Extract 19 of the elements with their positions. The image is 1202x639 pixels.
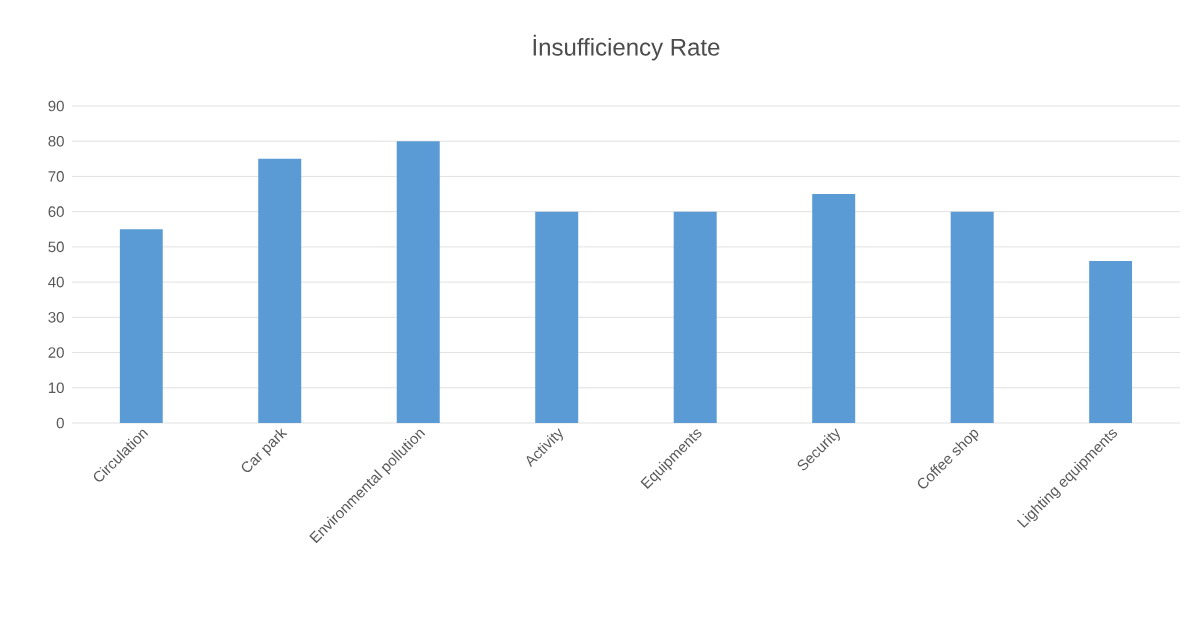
bar	[673, 211, 717, 423]
bar	[1089, 260, 1133, 423]
y-tick-label: 90	[48, 100, 64, 112]
bar	[119, 229, 163, 423]
bar	[812, 194, 856, 423]
y-tick-label: 0	[56, 417, 64, 429]
y-tick-label: 10	[48, 382, 64, 394]
y-tick-label: 80	[48, 135, 64, 147]
y-tick-label: 30	[48, 312, 64, 323]
chart-title: İnsufficiency Rate	[533, 34, 720, 61]
y-tick-label: 20	[48, 347, 64, 358]
bar	[950, 211, 994, 423]
y-tick-label: 40	[48, 276, 64, 288]
bar	[535, 211, 579, 423]
bar	[396, 141, 440, 423]
bar	[258, 158, 302, 423]
y-tick-label: 70	[48, 171, 64, 182]
y-tick-label: 50	[48, 241, 64, 253]
y-tick-label: 60	[48, 206, 64, 217]
